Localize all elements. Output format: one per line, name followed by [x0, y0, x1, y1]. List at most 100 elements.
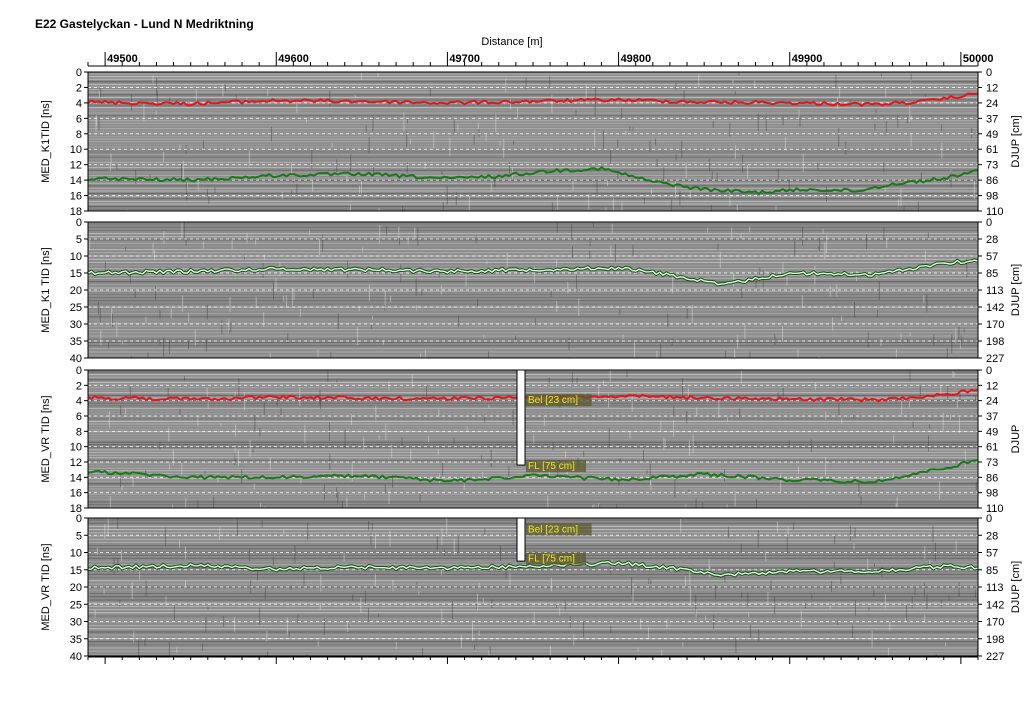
- y2-tick-label: 98: [986, 191, 998, 203]
- y-tick-label: 2: [76, 380, 82, 392]
- marker-label: FL [75 cm]: [528, 461, 575, 472]
- series-line-1: [87, 92, 979, 107]
- y-tick-label: 4: [76, 396, 82, 408]
- y2-tick-label: 85: [986, 565, 998, 577]
- y-tick-label: 18: [70, 503, 82, 515]
- x-tick-label: 49700: [449, 53, 480, 65]
- y2-tick-label: 24: [986, 396, 998, 408]
- y-tick-label: 10: [70, 144, 82, 156]
- y-tick-label: 12: [70, 457, 82, 469]
- y2-tick-label: 198: [986, 634, 1004, 646]
- marker-label-bg: [526, 523, 592, 536]
- y2-tick-label: 24: [986, 98, 998, 110]
- y-tick-label: 18: [70, 206, 82, 218]
- y-tick-label: 20: [70, 582, 82, 594]
- panel-frame: [87, 369, 979, 509]
- y-tick-label: 0: [76, 513, 82, 525]
- y2-tick-label: 142: [986, 599, 1004, 611]
- y2-tick-label: 0: [986, 513, 992, 525]
- y2-tick-label: 86: [986, 472, 998, 484]
- y-tick-label: 5: [76, 234, 82, 246]
- y-axis-title: MED_K1TID [ns]: [40, 100, 52, 183]
- y2-tick-label: 113: [986, 285, 1004, 297]
- y-tick-label: 0: [76, 365, 82, 377]
- series-line-1: [87, 259, 979, 286]
- chart-title: E22 Gastelyckan - Lund N Medriktning: [35, 17, 254, 31]
- y2-tick-label: 198: [986, 336, 1004, 348]
- y-tick-label: 8: [76, 129, 82, 141]
- y-tick-label: 16: [70, 191, 82, 203]
- panel-2: 0 5 10 15 20 25 30 35 40 0 28 57 85 113 142 170 198 227 ME…: [40, 217, 1022, 365]
- sample-marker-bar: [516, 517, 526, 562]
- y2-tick-label: 73: [986, 160, 998, 172]
- x-tick-label: 49900: [792, 53, 823, 65]
- panel-3: Bel [23 cm]FL [75 cm]0246810121416180122…: [40, 365, 1022, 515]
- y2-tick-label: 57: [986, 548, 998, 560]
- y2-tick-label: 37: [986, 411, 998, 423]
- marker-label-bg: [526, 394, 592, 407]
- marker-label-bg: [526, 460, 587, 473]
- y2-tick-label: 0: [986, 217, 992, 229]
- y-tick-label: 40: [70, 353, 82, 365]
- series-line-2: [87, 166, 978, 195]
- y-axis-title: MED_K1 TID [ns]: [40, 247, 52, 332]
- y-tick-label: 6: [76, 113, 82, 125]
- y-tick-label: 12: [70, 160, 82, 172]
- y-tick-label: 40: [70, 651, 82, 663]
- y2-tick-label: 61: [986, 144, 998, 156]
- y-tick-label: 2: [76, 82, 82, 94]
- y-tick-label: 30: [70, 319, 82, 331]
- y2-tick-label: 98: [986, 488, 998, 500]
- y-tick-label: 25: [70, 302, 82, 314]
- y2-tick-label: 61: [986, 442, 998, 454]
- y-tick-label: 6: [76, 411, 82, 423]
- y-tick-label: 0: [76, 67, 82, 79]
- x-tick-label: 50000: [963, 53, 994, 65]
- y-tick-label: 5: [76, 530, 82, 542]
- y2-tick-label: 28: [986, 234, 998, 246]
- x-tick-label: 49500: [107, 53, 138, 65]
- y2-axis-title: DJUP [cm]: [1010, 264, 1022, 316]
- y2-tick-label: 227: [986, 353, 1004, 365]
- y2-axis-title: DJUP: [1010, 425, 1022, 454]
- y-tick-label: 15: [70, 268, 82, 280]
- y2-tick-label: 110: [986, 503, 1004, 515]
- y2-tick-label: 86: [986, 175, 998, 187]
- marker-label: Bel [23 cm]: [528, 524, 578, 535]
- y2-tick-label: 110: [986, 206, 1004, 218]
- x-tick-label: 49600: [278, 53, 309, 65]
- marker-label: FL [75 cm]: [528, 554, 575, 565]
- y-tick-label: 14: [70, 472, 82, 484]
- marker-label-bg: [526, 552, 587, 565]
- y-tick-label: 14: [70, 175, 82, 187]
- y-tick-label: 30: [70, 617, 82, 629]
- y-tick-label: 10: [70, 548, 82, 560]
- series-line-1: [87, 561, 979, 577]
- y2-tick-label: 12: [986, 82, 998, 94]
- y2-tick-label: 0: [986, 67, 992, 79]
- y2-tick-label: 113: [986, 582, 1004, 594]
- y-tick-label: 0: [76, 217, 82, 229]
- y2-axis-title: DJUP [cm]: [1010, 115, 1022, 167]
- x-tick-label: 49800: [621, 53, 652, 65]
- y2-tick-label: 142: [986, 302, 1004, 314]
- y2-tick-label: 49: [986, 426, 998, 438]
- y2-tick-label: 57: [986, 251, 998, 263]
- series-line-2: [87, 459, 979, 484]
- y-axis-title: MED_VR TID [ns]: [40, 543, 52, 630]
- y2-tick-label: 0: [986, 365, 992, 377]
- y-tick-label: 4: [76, 98, 82, 110]
- y-tick-label: 16: [70, 488, 82, 500]
- y-tick-label: 15: [70, 565, 82, 577]
- y2-tick-label: 227: [986, 651, 1004, 663]
- y-tick-label: 35: [70, 336, 82, 348]
- panel-frame: [87, 71, 979, 212]
- y-axis-title: MED_VR TID [ns]: [40, 395, 52, 482]
- y-tick-label: 25: [70, 599, 82, 611]
- y-tick-label: 35: [70, 634, 82, 646]
- panel-1: 02468101214161801224374961738698110MED_K…: [40, 67, 1022, 218]
- marker-label: Bel [23 cm]: [528, 395, 578, 406]
- y-tick-label: 20: [70, 285, 82, 297]
- y-tick-label: 8: [76, 426, 82, 438]
- y2-tick-label: 73: [986, 457, 998, 469]
